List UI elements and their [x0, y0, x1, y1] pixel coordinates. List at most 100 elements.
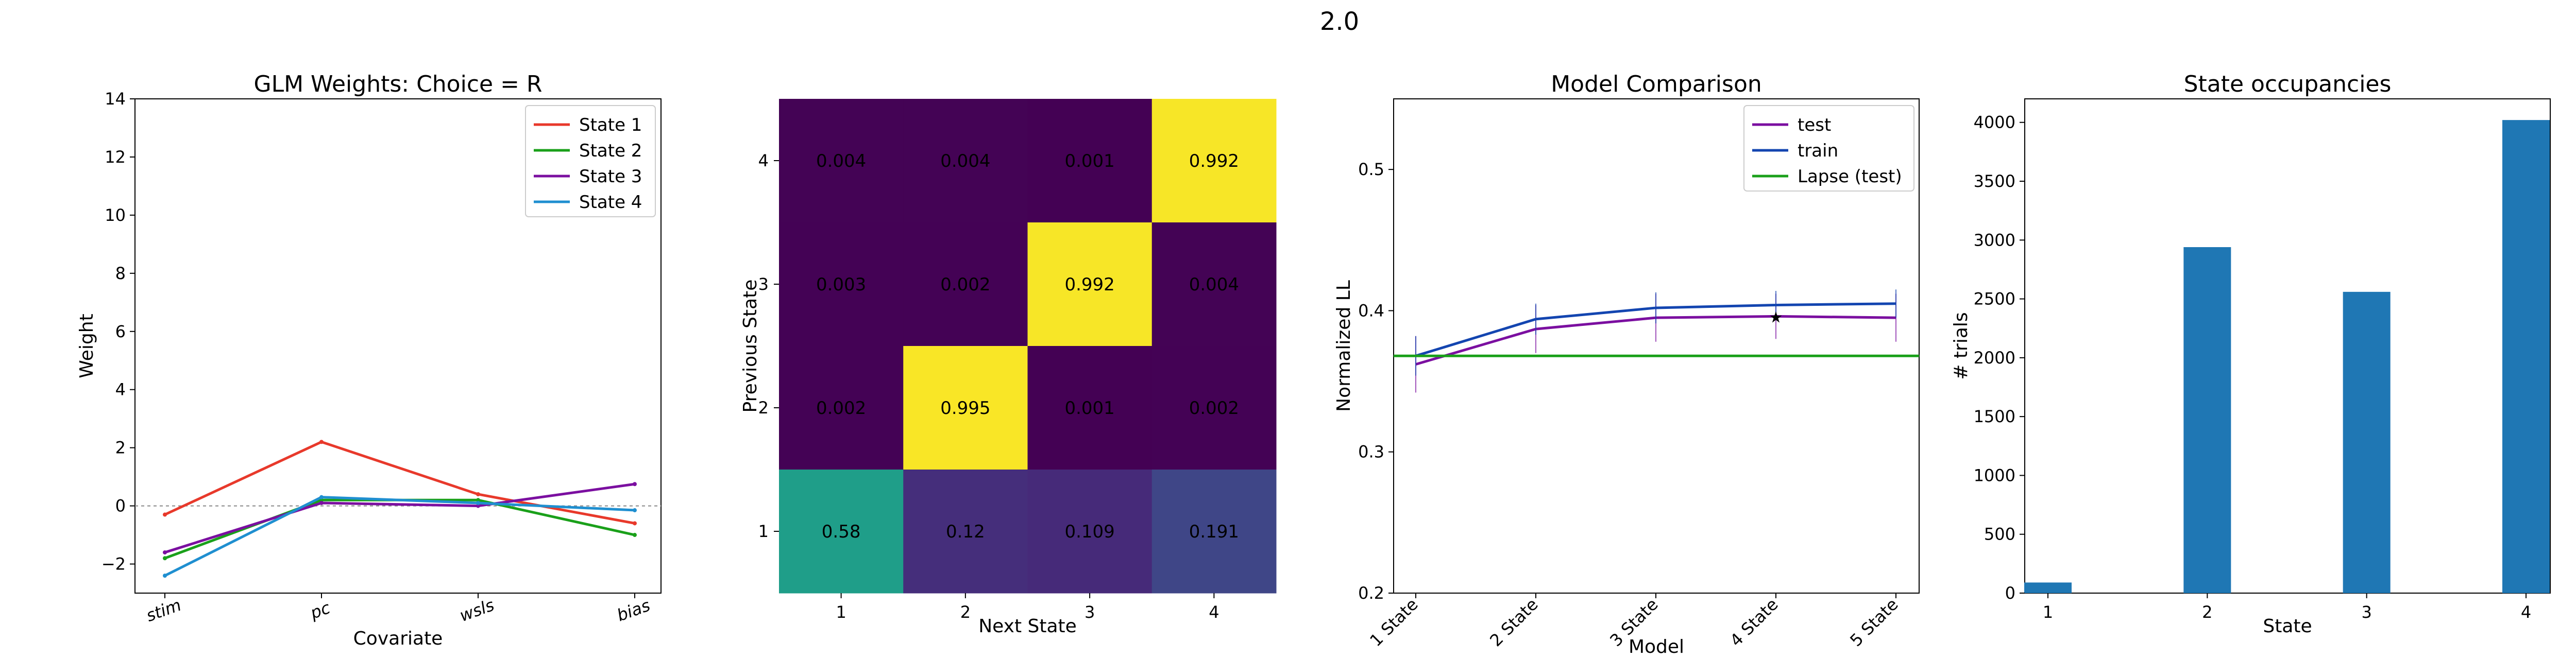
y-axis-label: Normalized LL: [1333, 280, 1354, 412]
cell-value-label: 0.109: [1064, 522, 1114, 542]
x-axis-label: Next State: [978, 616, 1077, 637]
data-point: [476, 504, 480, 508]
y-tick-label: 1: [758, 522, 769, 541]
legend-label: test: [1798, 115, 1831, 135]
cell-value-label: 0.58: [822, 522, 861, 542]
cell-value-label: 0.001: [1064, 151, 1114, 171]
y-axis-label: Previous State: [740, 280, 761, 413]
panel-title: Model Comparison: [1551, 71, 1762, 97]
heatmap-cell: [1151, 346, 1277, 470]
panel-title: GLM Weights: Choice = R: [253, 71, 542, 97]
cell-value-label: 0.12: [946, 522, 985, 542]
y-tick-label: 3500: [1974, 171, 2015, 191]
heatmap-cell: [1027, 99, 1153, 223]
y-tick-label: 3000: [1974, 230, 2015, 250]
heatmap-cell: [779, 222, 904, 346]
data-point: [476, 500, 480, 505]
legend-label: State 4: [579, 192, 642, 213]
data-point: [319, 495, 324, 499]
axes-frame: [134, 98, 662, 594]
y-axis-label: # trials: [1951, 312, 1972, 379]
cell-value-label: 0.004: [1189, 274, 1239, 295]
y-tick-label: 1500: [1974, 407, 2015, 426]
axes-frame: [2024, 98, 2551, 594]
bar: [2183, 247, 2231, 593]
y-tick-label: 500: [1984, 525, 2015, 544]
y-tick-label: 2000: [1974, 348, 2015, 368]
bar: [2502, 120, 2550, 594]
heatmap-cell: [779, 99, 904, 223]
x-tick-label: 3: [2361, 602, 2371, 622]
data-point: [633, 521, 637, 526]
heatmap-cell: [1151, 470, 1277, 594]
state-occupancies-panel: 0 500 1000 1500 2000 2500 3000 3500 4000 1 2 3 4 Stat…: [1951, 71, 2551, 637]
data-point: [319, 500, 324, 505]
data-point: [163, 556, 167, 561]
data-point: [163, 550, 167, 554]
y-tick-label: 0: [2005, 583, 2015, 603]
cell-value-label: 0.995: [940, 398, 990, 419]
y-tick-label: 8: [115, 264, 126, 283]
y-tick-label: 3: [758, 274, 769, 294]
x-tick-label: stim: [144, 595, 184, 626]
x-tick-label: 1: [2043, 602, 2053, 622]
x-axis-label: Model: [1629, 636, 1684, 657]
best-model-marker: ★: [1769, 308, 1783, 326]
bar: [2024, 582, 2072, 593]
heatmap-cell: [903, 470, 1028, 594]
y-tick-label: 4000: [1974, 113, 2015, 132]
y-tick-label: 0.4: [1358, 301, 1384, 320]
data-point: [163, 574, 167, 578]
legend-label: Lapse (test): [1798, 166, 1902, 187]
legend-label: train: [1798, 141, 1838, 161]
data-point: [476, 492, 480, 496]
heatmap-cell: [903, 346, 1028, 470]
heatmap-cell: [1151, 222, 1277, 346]
y-tick-label: 2: [115, 438, 126, 458]
heatmap-cell: [779, 470, 904, 594]
x-tick-label: 4 State: [1726, 595, 1782, 650]
x-tick-label: 4: [1209, 602, 1219, 622]
series-line: [164, 496, 635, 577]
x-tick-label: 5 State: [1846, 595, 1902, 650]
cell-value-label: 0.004: [816, 151, 866, 171]
x-tick-label: wsls: [457, 595, 497, 626]
y-tick-label: 12: [105, 147, 126, 167]
heatmap-cell: [903, 222, 1028, 346]
x-axis-label: Covariate: [353, 628, 443, 649]
cell-value-label: 0.002: [816, 398, 866, 419]
transition-matrix-panel: 0.004 0.004 0.001 0.992 4 0.003 0.002 0.992 0.00…: [740, 99, 1277, 637]
x-tick-label: 3: [1084, 602, 1095, 622]
y-tick-label: 1000: [1974, 465, 2015, 485]
cell-value-label: 0.004: [940, 151, 990, 171]
y-tick-label: 0: [115, 496, 126, 516]
x-tick-label: 2: [2202, 602, 2212, 622]
y-tick-label: 0.2: [1358, 583, 1384, 603]
heatmap-cell: [1027, 346, 1153, 470]
y-tick-label: 6: [115, 322, 126, 341]
x-tick-label: 1: [836, 602, 846, 622]
data-point: [633, 482, 637, 487]
model-comparison-panel: 0.20.30.40.51 State 2 State 3 State 4 State…: [1333, 71, 1920, 657]
data-point: [633, 508, 637, 513]
bar: [2343, 291, 2391, 593]
x-tick-label: pc: [307, 598, 333, 623]
heatmap-cell: [903, 99, 1028, 223]
figure-suptitle: 2.0: [1320, 7, 1359, 36]
y-tick-label: 10: [105, 205, 126, 225]
data-point: [319, 440, 324, 444]
y-tick-label: 14: [105, 89, 126, 109]
y-tick-label: 2: [758, 398, 769, 418]
x-tick-label: 2: [960, 602, 971, 622]
x-tick-label: 1 State: [1366, 595, 1421, 650]
cell-value-label: 0.992: [1064, 274, 1114, 295]
y-tick-label: −2: [101, 554, 126, 574]
heatmap-cell: [1027, 470, 1153, 594]
legend-box: [1743, 105, 1914, 192]
heatmap-cell: [1027, 222, 1153, 346]
cell-value-label: 0.002: [1189, 398, 1239, 419]
y-tick-label: 4: [758, 151, 769, 170]
cell-value-label: 0.003: [816, 274, 866, 295]
data-point: [633, 533, 637, 537]
cell-value-label: 0.191: [1189, 522, 1239, 542]
